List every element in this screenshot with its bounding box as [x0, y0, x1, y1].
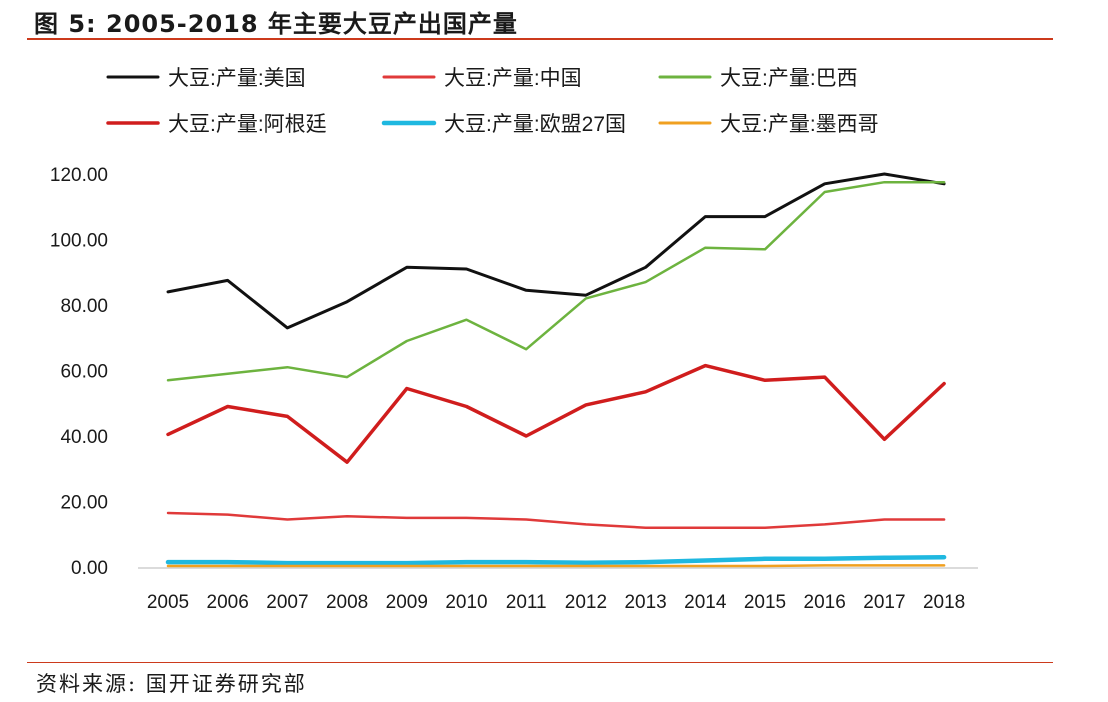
x-tick-label: 2013 [624, 592, 666, 613]
x-tick-label: 2011 [506, 592, 547, 613]
y-tick-label: 120.00 [50, 165, 108, 186]
x-tick-label: 2010 [445, 592, 487, 613]
x-tick-label: 2007 [266, 592, 308, 613]
y-tick-label: 100.00 [50, 231, 108, 252]
figure-title: 图 5: 2005-2018 年主要大豆产出国产量 [34, 10, 518, 38]
x-tick-label: 2015 [744, 592, 786, 613]
x-tick-label: 2006 [207, 592, 249, 613]
legend-label: 大豆:产量:墨西哥 [720, 113, 879, 136]
x-tick-label: 2008 [326, 592, 368, 613]
x-tick-label: 2018 [923, 592, 965, 613]
series-line [166, 511, 946, 529]
series-line [166, 180, 946, 382]
x-tick-label: 2016 [804, 592, 846, 613]
legend-label: 大豆:产量:巴西 [720, 67, 858, 90]
y-tick-label: 40.00 [60, 427, 108, 448]
y-tick-label: 60.00 [60, 362, 108, 383]
series-line [166, 172, 946, 330]
x-tick-label: 2005 [147, 592, 189, 613]
x-tick-label: 2014 [684, 592, 727, 613]
title-divider [27, 38, 1053, 40]
y-tick-label: 0.00 [71, 558, 108, 579]
series-line [166, 564, 946, 568]
series-line [165, 554, 947, 566]
legend-label: 大豆:产量:美国 [168, 67, 306, 90]
x-tick-label: 2017 [863, 592, 905, 613]
series-lines [165, 172, 947, 568]
y-tick-label: 80.00 [60, 296, 108, 317]
legend-label: 大豆:产量:中国 [444, 67, 582, 90]
y-tick-label: 20.00 [60, 493, 108, 514]
legend-label: 大豆:产量:阿根廷 [168, 113, 327, 136]
x-tick-label: 2012 [565, 592, 607, 613]
x-axis: 2005 2006 2007 2008 2009 2010 2011 2012 2013 2014… [138, 567, 978, 613]
y-axis: 0.00 20.00 40.00 60.00 80.00 100.00 120.00 [50, 165, 108, 579]
source-note: 资料来源: 国开证券研究部 [36, 672, 307, 696]
x-tick-label: 2009 [386, 592, 428, 613]
series-line [166, 363, 946, 464]
source-divider [27, 662, 1053, 663]
legend-label: 大豆:产量:欧盟27国 [444, 113, 626, 136]
